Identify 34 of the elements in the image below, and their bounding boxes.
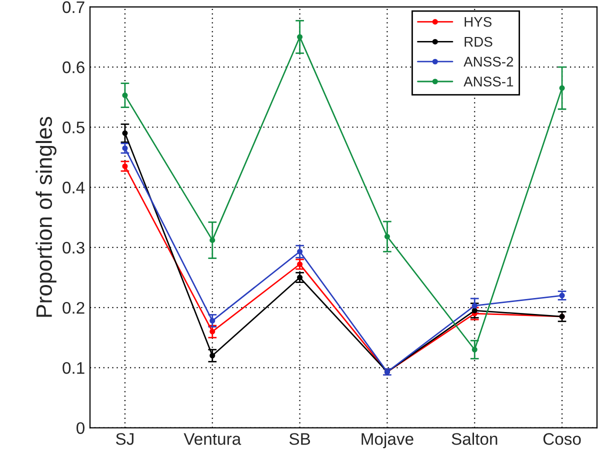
y-tick-label: 0.2: [62, 302, 84, 314]
point: [210, 352, 216, 358]
x-tick-label: Salton: [452, 432, 498, 445]
legend-label: HYS: [464, 16, 492, 27]
point: [297, 261, 303, 268]
y-tick-label: 0.4: [62, 182, 85, 194]
point: [210, 328, 216, 334]
point: [297, 34, 303, 40]
point: [297, 274, 303, 280]
point: [559, 85, 565, 91]
legend-label: ANSS-1: [464, 76, 514, 86]
point: [122, 130, 128, 136]
point: [210, 318, 216, 324]
y-tick-label: 0.7: [62, 1, 84, 14]
y-axis-title: Proportion of singles: [36, 116, 56, 317]
point: [472, 346, 478, 352]
point: [297, 248, 303, 254]
x-tick-label: Mojave: [362, 432, 414, 448]
legend-label: RDS: [464, 36, 492, 47]
y-tick-label: 0.6: [62, 61, 84, 74]
x-tick-label: Ventura: [184, 433, 242, 445]
point: [472, 302, 478, 309]
x-tick-label: SJ: [116, 433, 134, 445]
point: [210, 237, 216, 243]
x-tick-label: Coso: [543, 433, 581, 445]
y-tick-label: 0.1: [62, 362, 84, 374]
y-tick-label: 0: [76, 422, 84, 434]
y-tick-label: 0.3: [62, 242, 84, 254]
point: [122, 92, 128, 98]
point: [472, 308, 478, 314]
x-tick-label: SB: [289, 433, 310, 445]
legend-label: ANSS-2: [464, 56, 514, 67]
y-tick-label: 0.5: [62, 122, 84, 134]
point: [384, 234, 390, 240]
